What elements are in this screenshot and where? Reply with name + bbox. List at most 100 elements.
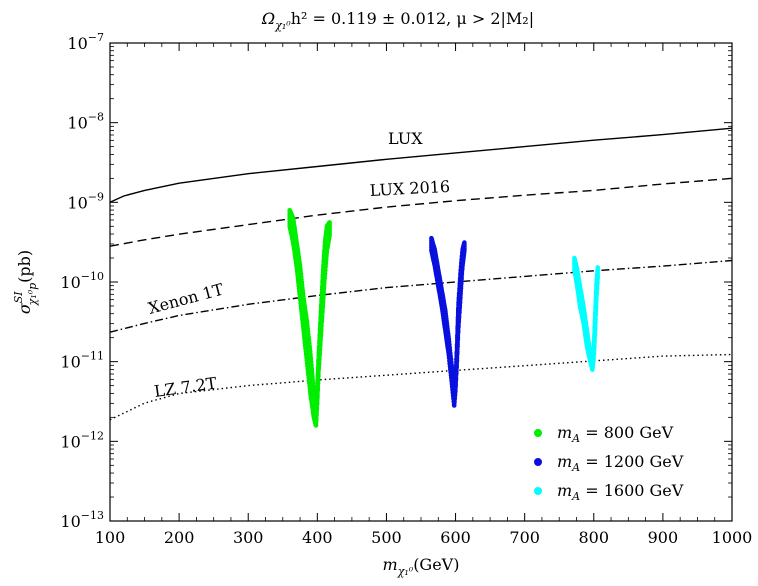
data-point	[457, 300, 463, 306]
data-point	[454, 364, 460, 370]
y-tick-label: 10−10	[60, 270, 104, 292]
label-xenon-1t: Xenon 1T	[146, 279, 226, 317]
data-point	[323, 264, 328, 269]
limit-curves	[109, 127, 733, 421]
data-point	[455, 351, 460, 357]
x-tick-label: 700	[509, 528, 540, 547]
y-tick-label: 10−12	[60, 429, 104, 451]
data-point	[323, 257, 329, 262]
legend-marker-800	[534, 429, 542, 437]
data-point	[318, 342, 323, 348]
ylabel-rest: (pb)	[15, 250, 34, 283]
x-tick-label: 1000	[712, 528, 753, 547]
label-lux: LUX	[388, 129, 423, 148]
data-point	[458, 295, 463, 301]
y-tick-label: 10−9	[67, 190, 104, 212]
title-lead: Ω	[261, 9, 275, 28]
series-2	[572, 255, 600, 372]
legend-1600-lead: m	[557, 481, 572, 500]
data-point	[592, 345, 597, 351]
y-tick-label: 10−11	[60, 350, 104, 372]
title-sub: χ₁⁰	[274, 19, 291, 32]
data-point	[591, 356, 596, 362]
data-point	[320, 304, 326, 310]
x-tick-label: 100	[95, 528, 126, 547]
data-point	[459, 271, 465, 277]
x-tick-label: 400	[302, 528, 333, 547]
data-point	[317, 347, 323, 353]
data-point	[453, 377, 459, 383]
data-point	[593, 312, 599, 318]
legend-1200-sub: A	[571, 461, 580, 474]
data-point	[455, 344, 460, 349]
data-point	[322, 271, 328, 276]
xlabel-rest: (GeV)	[413, 555, 459, 574]
x-tick-label: 800	[579, 528, 610, 547]
data-point	[595, 281, 600, 286]
data-point	[318, 333, 324, 338]
y-tick-label: 10−7	[67, 31, 104, 53]
data-point	[455, 329, 461, 335]
y-axis-label: σSIχ₁⁰p(pb)	[12, 250, 39, 314]
data-point	[459, 276, 464, 282]
legend-800-lead: m	[557, 423, 572, 442]
legend-entry-800: mA = 800 GeV	[557, 423, 674, 445]
data-point	[315, 395, 320, 400]
xlabel-lead: m	[383, 555, 398, 574]
title-rest: h² = 0.119 ± 0.012, μ > 2|M₂|	[291, 9, 534, 28]
label-lux-2016: LUX 2016	[369, 177, 450, 200]
data-point	[457, 305, 463, 310]
data-point	[316, 373, 321, 379]
data-point	[321, 285, 327, 291]
data-point	[317, 352, 323, 358]
data-point	[319, 319, 325, 324]
x-tick-label: 200	[164, 528, 195, 547]
data-point	[453, 388, 458, 394]
limit-curve-lz-7-2t	[109, 353, 733, 421]
ylabel-sup: SI	[12, 291, 25, 304]
data-point	[453, 383, 459, 389]
plot-frame	[109, 42, 733, 522]
data-point	[456, 319, 462, 325]
data-point	[315, 380, 321, 386]
data-point	[592, 339, 597, 345]
xlabel-sub: χ₁⁰	[397, 565, 414, 578]
y-tick-label: 10−13	[60, 509, 104, 531]
data-point	[321, 290, 327, 295]
x-tick-label: 500	[371, 528, 402, 547]
data-point	[314, 407, 320, 412]
label-lz-7-2t: LZ 7.2T	[153, 373, 218, 401]
series-1	[429, 235, 467, 408]
data-point	[323, 267, 328, 273]
data-point	[593, 319, 598, 325]
data-point	[318, 338, 323, 343]
data-point	[316, 366, 322, 372]
data-point	[319, 323, 324, 329]
data-point	[458, 286, 464, 291]
chart-title: Ωχ₁⁰h² = 0.119 ± 0.012, μ > 2|M₂|	[261, 9, 534, 32]
data-point	[320, 309, 325, 315]
data-point	[322, 276, 328, 281]
legend-marker-1600	[534, 487, 542, 495]
data-point	[322, 280, 327, 286]
data-point	[454, 371, 459, 376]
limit-curve-lux-2016	[109, 177, 733, 247]
limit-curve-xenon-1t	[109, 259, 733, 333]
data-point	[457, 310, 462, 315]
data-point	[317, 357, 322, 362]
y-tick-label: 10−8	[67, 111, 104, 133]
ylabel-sub: χ₁⁰p	[26, 283, 39, 307]
legend-1600-rest: = 1600 GeV	[580, 481, 684, 500]
data-point	[324, 253, 329, 258]
data-point	[315, 388, 321, 393]
axis-ticks: 100 200 300 400 500 600 700 800 900 1000 10−7 10−8 1…	[60, 31, 752, 547]
data-point	[462, 248, 467, 254]
series-0	[287, 208, 332, 428]
data-point	[592, 333, 598, 338]
data-point	[456, 314, 462, 320]
legend-entry-1200: mA = 1200 GeV	[557, 452, 684, 474]
data-point	[454, 358, 460, 364]
data-point	[321, 295, 326, 300]
scatter-points	[287, 208, 600, 428]
legend-1200-rest: = 1200 GeV	[580, 452, 684, 471]
